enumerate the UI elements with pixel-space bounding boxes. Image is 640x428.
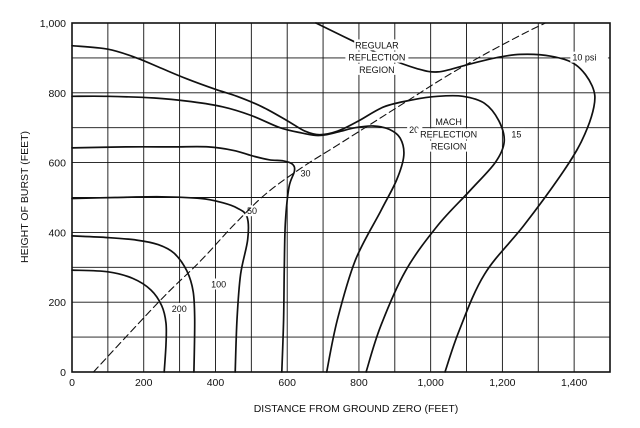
series-line-30 (71, 145, 296, 373)
annotation-text: REGION (359, 65, 395, 75)
x-tick-label: 0 (69, 377, 75, 389)
annotation-bg (345, 51, 409, 63)
x-tick-label: 1,400 (561, 377, 587, 389)
annotation-text: REGION (431, 142, 467, 152)
plot-frame (71, 22, 611, 373)
series-label-100: 100 (211, 279, 226, 289)
series-label-bg (407, 123, 423, 135)
annotation-bg (357, 63, 397, 75)
series-label-bg (570, 51, 608, 63)
y-tick-label: 1,000 (40, 18, 66, 30)
series-label-20: 20 (409, 125, 419, 135)
series-label-15: 15 (511, 129, 521, 139)
y-tick-label: 0 (60, 367, 66, 379)
series-line-100 (71, 235, 196, 373)
y-tick-label: 800 (48, 88, 66, 100)
series-label-50: 50 (247, 206, 257, 216)
series-line-50 (71, 195, 250, 373)
annotation-bg (417, 128, 481, 140)
series-label-200: 200 (172, 304, 187, 314)
annotation-text: REFLECTION (348, 53, 405, 63)
series-label-bg (298, 167, 314, 179)
series-line-15 (71, 44, 506, 373)
series-label-30: 30 (300, 169, 310, 179)
x-tick-label: 800 (350, 377, 368, 389)
series-label-bg (169, 302, 191, 314)
series-label-bg (209, 278, 230, 290)
x-tick-label: 1,200 (489, 377, 515, 389)
tick-labels: 0 200 400 600 800 1,000 1,200 1,400 0 200 400 600 80… (40, 18, 588, 389)
x-tick-label: 600 (278, 377, 296, 389)
annotation-bg (434, 116, 463, 128)
series-group: 10 psi 15 20 30 50 100 200 (71, 22, 608, 373)
x-tick-label: 1,000 (418, 377, 444, 389)
x-tick-label: 200 (135, 377, 153, 389)
series-line-20 (71, 95, 405, 373)
x-axis-label: DISTANCE FROM GROUND ZERO (FEET) (254, 403, 459, 415)
y-axis-label: HEIGHT OF BURST (FEET) (19, 131, 31, 263)
y-tick-label: 400 (48, 227, 66, 239)
series-label-bg (509, 128, 525, 140)
series-line-boundary (92, 22, 546, 373)
series-label-bg (245, 205, 261, 217)
y-tick-label: 200 (48, 297, 66, 309)
annotation-group: REGULAR REFLECTION REGION MACH REFLECTION REG… (345, 39, 481, 152)
series-label-10-psi: 10 psi (572, 53, 596, 63)
annotation-bg (354, 39, 400, 51)
y-tick-label: 600 (48, 158, 66, 170)
annotation-text: REFLECTION (420, 129, 477, 139)
series-line-200 (71, 269, 168, 373)
grid-lines (72, 23, 610, 372)
annotation-text: REGULAR (355, 40, 399, 50)
annotation-text: MACH (435, 117, 462, 127)
annotation-bg (428, 140, 469, 152)
x-tick-label: 400 (207, 377, 225, 389)
